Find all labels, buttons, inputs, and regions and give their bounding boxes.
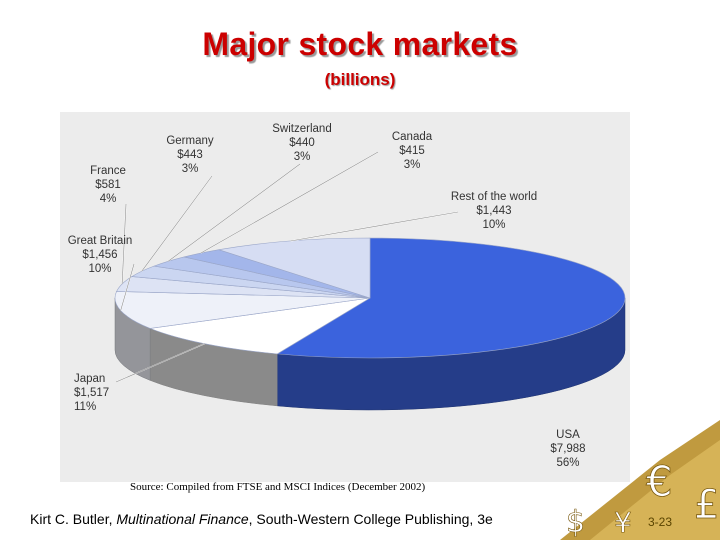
slice-value-3: $581 — [95, 179, 121, 191]
pound-symbol: £ — [694, 482, 719, 528]
slice-label-5: Switzerland — [272, 123, 331, 135]
footer-citation: Kirt C. Butler, Multinational Finance, S… — [30, 511, 493, 527]
pie-slice-1 — [148, 297, 371, 355]
slice-percent-7: 10% — [482, 219, 505, 231]
slice-label-1: Japan — [74, 373, 105, 385]
slice-value-2: $1,456 — [82, 249, 117, 261]
slice-value-7: $1,443 — [476, 205, 511, 217]
slice-label-3: France — [90, 165, 126, 177]
footer-author: Kirt C. Butler, — [30, 511, 117, 527]
slice-value-6: $415 — [399, 145, 425, 157]
slice-label-7: Rest of the world — [451, 191, 537, 203]
pie-chart: USA $7,988 56% Japan $1,517 11% Great Britain $… — [68, 123, 626, 469]
slice-percent-1: 11% — [74, 401, 96, 413]
source-note: Source: Compiled from FTSE and MSCI Indi… — [130, 481, 426, 493]
leader-line-shadow-5 — [167, 163, 301, 262]
footer-book-title: Multinational Finance — [116, 511, 249, 527]
slice-value-5: $440 — [289, 137, 315, 149]
slice-percent-6: 3% — [404, 159, 421, 171]
dollar-symbol: $ — [566, 505, 585, 540]
currency-decoration: € ¥ £ $ — [560, 420, 720, 540]
slice-percent-0: 56% — [556, 457, 579, 469]
slice-percent-5: 3% — [294, 151, 311, 163]
leader-line-shadow-3 — [121, 203, 127, 284]
slice-percent-3: 4% — [100, 193, 117, 205]
decoration-stripe-light — [590, 440, 720, 540]
leader-line-shadow-7 — [290, 211, 459, 242]
slice-label-2: Great Britain — [68, 235, 133, 247]
slice-percent-2: 10% — [88, 263, 111, 275]
leader-line-shadow-4 — [141, 175, 213, 272]
slice-label-4: Germany — [166, 135, 214, 147]
leader-line-shadow-6 — [200, 151, 379, 254]
leader-line-shadow-2 — [120, 263, 135, 311]
pie-slice-0 — [276, 237, 626, 359]
slide-subtitle: (billions) — [324, 70, 396, 89]
slice-percent-4: 3% — [182, 163, 199, 175]
yen-symbol: ¥ — [614, 506, 632, 539]
chart-panel: USA $7,988 56% Japan $1,517 11% Great Britain $… — [60, 112, 630, 482]
footer-publisher: , South-Western College Publishing, 3e — [248, 511, 493, 527]
euro-symbol: € — [646, 457, 673, 506]
slice-label-0: USA — [556, 429, 580, 441]
slice-label-6: Canada — [392, 131, 433, 143]
slice-value-0: $7,988 — [550, 443, 585, 455]
slide-title: Major stock markets — [202, 26, 518, 62]
slice-value-1: $1,517 — [74, 387, 109, 399]
slice-value-4: $443 — [177, 149, 203, 161]
leader-line-shadow-1 — [115, 343, 205, 383]
page-number: 3-23 — [648, 515, 673, 529]
